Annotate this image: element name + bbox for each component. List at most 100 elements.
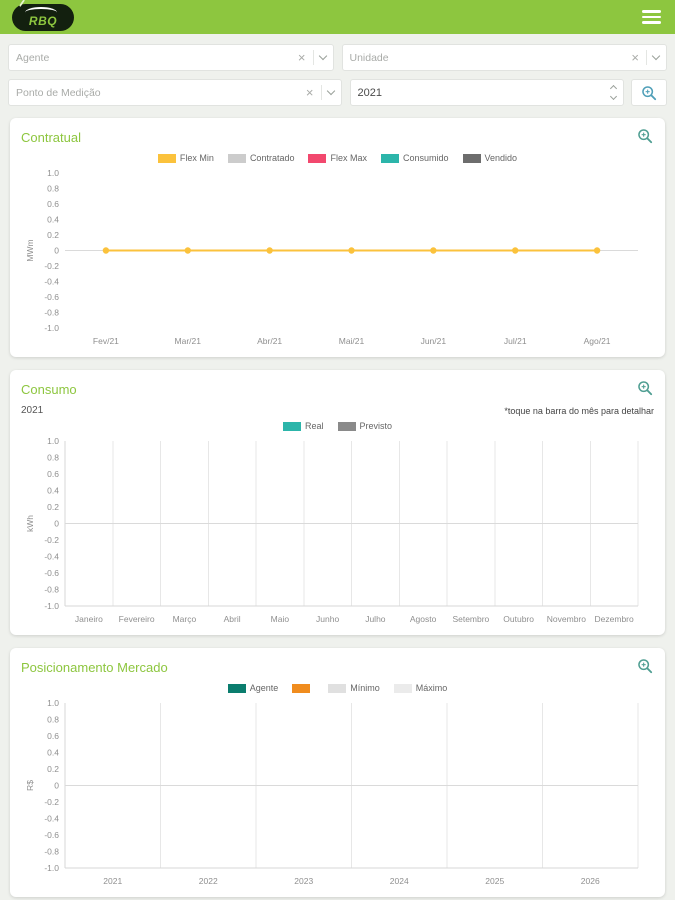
unidade-select[interactable]: × bbox=[341, 44, 667, 71]
clear-icon[interactable]: × bbox=[305, 85, 314, 100]
agente-input[interactable] bbox=[16, 51, 297, 64]
x-tick-label: Fevereiro bbox=[119, 614, 155, 624]
consumo-chart[interactable]: 1.0 0.8 0.6 0.4 0.2 0 -0.2 -0.4 -0.6 -0.8 -1.0 Jane… bbox=[21, 433, 650, 628]
x-tick-label: Março bbox=[173, 614, 197, 624]
year-spinner[interactable] bbox=[605, 84, 618, 101]
legend-item[interactable]: Agente bbox=[227, 683, 279, 693]
series-point bbox=[266, 247, 273, 254]
spinner-down-icon[interactable] bbox=[609, 92, 618, 101]
app-logo[interactable]: RBQ bbox=[12, 3, 74, 31]
y-tick-label: 0.8 bbox=[47, 453, 59, 463]
y-tick-label: 0.4 bbox=[47, 215, 59, 225]
y-tick-label: -1.0 bbox=[44, 323, 59, 333]
clear-icon[interactable]: × bbox=[631, 50, 639, 65]
legend-item[interactable] bbox=[292, 683, 314, 693]
unidade-input[interactable] bbox=[349, 51, 631, 64]
chevron-down-icon[interactable] bbox=[318, 51, 327, 61]
series-point bbox=[184, 247, 191, 254]
x-tick-label: Outubro bbox=[503, 614, 534, 624]
legend-item[interactable]: Máximo bbox=[393, 683, 448, 693]
card-contratual: Contratual Flex Min Contratado Flex Max Con… bbox=[10, 118, 665, 357]
legend-swatch bbox=[328, 683, 347, 693]
y-tick-label: 0.6 bbox=[47, 199, 59, 209]
x-tick-label: 2026 bbox=[581, 876, 600, 886]
legend-item[interactable]: Vendido bbox=[462, 153, 518, 163]
legend-label: Máximo bbox=[415, 683, 448, 693]
x-tick-label: Jul/21 bbox=[504, 336, 527, 346]
card-zoom-button[interactable] bbox=[636, 657, 654, 678]
spinner-up-icon[interactable] bbox=[609, 84, 618, 93]
hamburger-menu-button[interactable] bbox=[640, 6, 663, 28]
x-tick-label: Mar/21 bbox=[175, 336, 202, 346]
y-tick-label: 0.4 bbox=[47, 486, 59, 496]
card-title: Consumo bbox=[21, 382, 77, 397]
y-tick-label: -0.6 bbox=[44, 830, 59, 840]
y-tick-label: 1.0 bbox=[47, 698, 59, 708]
agente-select[interactable]: × bbox=[8, 44, 334, 71]
consumo-year-label: 2021 bbox=[21, 405, 44, 416]
legend-item[interactable]: Flex Max bbox=[308, 153, 367, 163]
y-tick-label: 0 bbox=[54, 246, 59, 256]
y-tick-label: 0.8 bbox=[47, 184, 59, 194]
card-zoom-button[interactable] bbox=[636, 379, 654, 400]
legend-item[interactable]: Consumido bbox=[380, 153, 449, 163]
x-tick-label: Ago/21 bbox=[584, 336, 611, 346]
card-zoom-button[interactable] bbox=[636, 127, 654, 148]
x-tick-label: Fev/21 bbox=[93, 336, 119, 346]
legend-label: Mínimo bbox=[350, 683, 380, 693]
dashboard: Contratual Flex Min Contratado Flex Max Con… bbox=[0, 118, 675, 897]
search-button[interactable] bbox=[631, 79, 667, 106]
x-tick-label: 2021 bbox=[103, 876, 122, 886]
legend-swatch bbox=[393, 683, 412, 693]
filter-bar: × × × bbox=[0, 34, 675, 118]
card-consumo: Consumo 2021 *toque na barra do mês para… bbox=[10, 370, 665, 635]
legend-label: Consumido bbox=[402, 153, 449, 163]
x-tick-label: Agosto bbox=[410, 614, 437, 624]
legend-label: Agente bbox=[249, 683, 279, 693]
x-tick-label: 2025 bbox=[485, 876, 504, 886]
y-tick-label: 0.6 bbox=[47, 731, 59, 741]
legend-swatch bbox=[282, 421, 301, 431]
legend-item[interactable]: Previsto bbox=[337, 421, 392, 431]
chevron-down-icon[interactable] bbox=[326, 86, 335, 96]
chevron-down-icon[interactable] bbox=[651, 51, 661, 61]
hamburger-icon bbox=[642, 15, 661, 19]
divider bbox=[312, 50, 314, 65]
year-stepper[interactable] bbox=[349, 79, 624, 106]
y-tick-label: 0.2 bbox=[47, 230, 59, 240]
x-tick-label: Abril bbox=[224, 614, 241, 624]
y-tick-label: 0 bbox=[54, 519, 59, 529]
x-tick-label: Novembro bbox=[547, 614, 586, 624]
legend-item[interactable]: Real bbox=[282, 421, 324, 431]
series-point bbox=[102, 247, 110, 254]
y-tick-label: -0.4 bbox=[44, 814, 59, 824]
legend-swatch bbox=[157, 153, 176, 163]
legend-label: Vendido bbox=[484, 153, 518, 163]
x-tick-label: 2022 bbox=[199, 876, 218, 886]
y-tick-label: 0.6 bbox=[47, 469, 59, 479]
y-tick-label: 1.0 bbox=[47, 436, 59, 446]
y-tick-label: 0.2 bbox=[47, 764, 59, 774]
y-tick-label: 0.8 bbox=[47, 715, 59, 725]
y-axis-title: MWm bbox=[25, 239, 35, 261]
legend-swatch bbox=[462, 153, 481, 163]
ponto-medicao-input[interactable] bbox=[16, 86, 305, 99]
x-tick-label: Julho bbox=[365, 614, 386, 624]
y-tick-label: -0.2 bbox=[44, 797, 59, 807]
year-input[interactable] bbox=[357, 86, 605, 99]
chart-legend: Flex Min Contratado Flex Max Consumido Vendi… bbox=[21, 153, 654, 163]
x-tick-label: 2023 bbox=[294, 876, 313, 886]
logo-text: RBQ bbox=[28, 13, 58, 28]
legend-label: Contratado bbox=[249, 153, 295, 163]
x-tick-label: Janeiro bbox=[75, 614, 103, 624]
ponto-medicao-select[interactable]: × bbox=[8, 79, 342, 106]
legend-item[interactable]: Flex Min bbox=[157, 153, 214, 163]
y-tick-label: -0.8 bbox=[44, 585, 59, 595]
legend-item[interactable]: Mínimo bbox=[328, 683, 380, 693]
y-tick-label: -0.6 bbox=[44, 568, 59, 578]
legend-item[interactable]: Contratado bbox=[227, 153, 295, 163]
y-axis-title: R$ bbox=[25, 780, 35, 791]
series-point bbox=[348, 247, 355, 254]
chart-legend: Agente Mínimo Máximo bbox=[21, 683, 654, 693]
clear-icon[interactable]: × bbox=[297, 50, 306, 65]
